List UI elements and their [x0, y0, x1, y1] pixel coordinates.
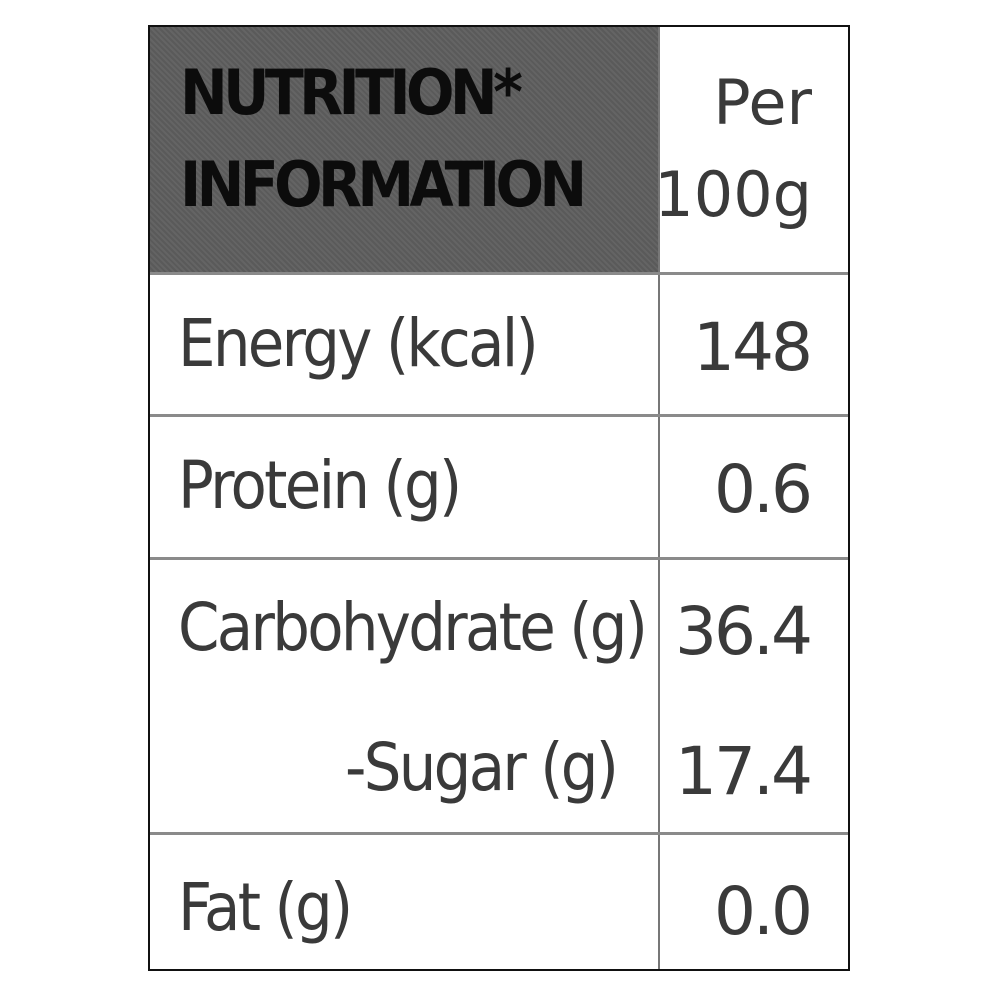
- column-divider: [658, 27, 660, 969]
- row-divider: [150, 557, 848, 560]
- row-value-carbohydrate: 36.4: [675, 593, 813, 670]
- row-label-protein: Protein (g): [178, 447, 462, 524]
- table-title: NUTRITION* INFORMATION: [180, 47, 587, 231]
- row-label-carbohydrate: Carbohydrate (g): [178, 589, 648, 666]
- column-header-line-1: Per: [713, 66, 812, 139]
- row-value-energy: 148: [693, 309, 813, 386]
- column-header-line-2: 100g: [654, 158, 812, 231]
- row-label-fat: Fat (g): [178, 869, 353, 946]
- row-divider: [150, 832, 848, 835]
- row-divider: [150, 272, 848, 275]
- column-header: Per 100g: [654, 57, 812, 241]
- row-label-sugar: -Sugar (g): [345, 729, 619, 806]
- row-divider: [150, 414, 848, 417]
- header-title-cell: NUTRITION* INFORMATION: [150, 27, 660, 272]
- row-value-fat: 0.0: [714, 873, 813, 950]
- title-line-1: NUTRITION*: [180, 56, 523, 129]
- title-line-2: INFORMATION: [180, 148, 587, 221]
- row-value-protein: 0.6: [714, 451, 813, 528]
- row-value-sugar: 17.4: [675, 733, 813, 810]
- nutrition-table: NUTRITION* INFORMATION Per 100g Energy (…: [148, 25, 850, 971]
- row-label-energy: Energy (kcal): [178, 305, 539, 382]
